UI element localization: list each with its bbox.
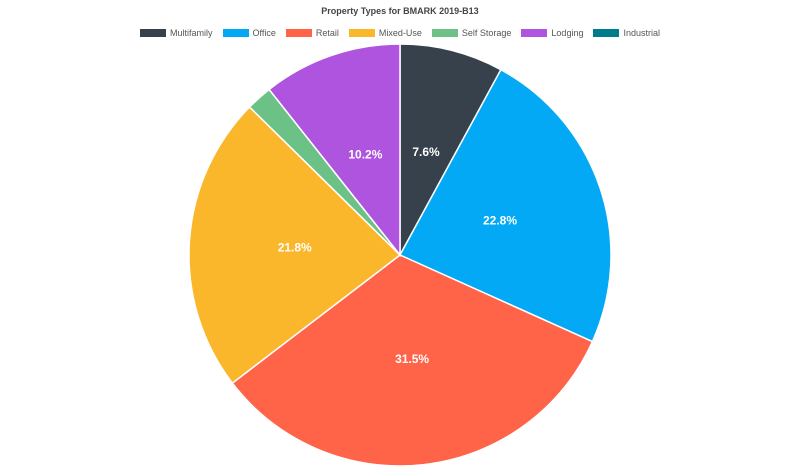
legend-item[interactable]: Lodging (521, 28, 583, 38)
legend-swatch (285, 29, 312, 37)
legend-swatch (431, 29, 458, 37)
legend-item[interactable]: Mixed-Use (348, 28, 422, 38)
pie-slice-multifamily[interactable] (399, 43, 502, 256)
legend-swatch (521, 29, 548, 37)
pie-slice-retail[interactable] (231, 254, 594, 467)
slice-data-label: 31.5% (395, 352, 429, 366)
legend-item[interactable]: Industrial (593, 28, 660, 38)
legend-item[interactable]: Office (222, 28, 276, 38)
legend-label: Lodging (551, 28, 584, 38)
pie-slice-mixed-use[interactable] (188, 105, 402, 385)
legend-label: Multifamily (170, 28, 213, 38)
slice-data-label: 7.6% (412, 145, 440, 159)
slice-data-label: 10.2% (348, 148, 382, 162)
legend-item[interactable]: Self Storage (431, 28, 512, 38)
legend-item[interactable]: Retail (285, 28, 339, 38)
legend-label: Retail (315, 28, 339, 38)
legend-label: Mixed-Use (378, 28, 422, 38)
pie-slice-office[interactable] (398, 68, 612, 343)
chart-legend: Multifamily Office Retail Mixed-Use Self Sto… (0, 28, 800, 38)
legend-label: Industrial (623, 28, 660, 38)
legend-swatch (593, 29, 620, 37)
legend-label: Office (252, 28, 276, 38)
slice-data-label: 22.8% (483, 214, 517, 228)
legend-swatch (348, 29, 375, 37)
legend-swatch (222, 29, 249, 37)
chart-title: Property Types for BMARK 2019-B13 (321, 6, 479, 16)
legend-label: Self Storage (461, 28, 512, 38)
legend-item[interactable]: Multifamily (140, 28, 213, 38)
legend-swatch (140, 29, 166, 37)
pie-slice-lodging[interactable] (268, 43, 401, 258)
slice-data-label: 21.8% (278, 241, 312, 255)
